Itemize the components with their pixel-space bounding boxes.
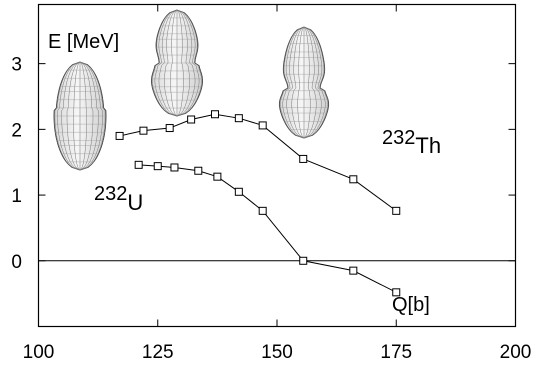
y-tick-label: 3: [11, 55, 22, 76]
data-point-232th: [234, 114, 243, 123]
series-label-232th-symbol: Th: [415, 133, 441, 158]
series-label-232th: 232Th: [382, 127, 441, 158]
data-point-232u: [299, 256, 308, 265]
data-point-232th: [258, 121, 267, 130]
data-point-232u: [194, 166, 203, 175]
series-label-232u: 232U: [94, 183, 143, 215]
data-point-232u: [258, 206, 267, 215]
x-tick-label: 200: [500, 342, 532, 363]
series-line-232th: [119, 113, 397, 212]
x-tick-label: 100: [23, 342, 55, 363]
y-tick-label: 1: [11, 186, 22, 207]
data-point-232th: [392, 206, 401, 215]
data-point-232u: [170, 163, 179, 172]
nucleus-shape-3: [278, 26, 330, 139]
data-point-232u: [234, 187, 243, 196]
data-point-232th: [299, 154, 308, 163]
data-point-232th: [210, 110, 219, 119]
y-tick-label: 2: [11, 120, 22, 141]
series-label-232u-mass: 232: [94, 183, 127, 205]
y-axis-label: E [MeV]: [48, 31, 119, 53]
data-point-232u: [134, 160, 143, 169]
data-point-232th: [139, 126, 148, 135]
series-label-232th-mass: 232: [382, 127, 415, 149]
x-tick-label: 125: [142, 342, 174, 363]
data-point-232u: [349, 266, 358, 275]
data-point-232th: [165, 124, 174, 133]
series-label-232u-symbol: U: [127, 190, 143, 215]
data-point-232th: [115, 131, 124, 140]
data-point-232u: [392, 288, 401, 297]
data-point-232u: [153, 162, 162, 171]
data-point-232u: [213, 172, 222, 181]
series-line-232u: [138, 164, 397, 293]
y-tick-label: 0: [11, 252, 22, 273]
x-tick-label: 150: [261, 342, 293, 363]
x-axis-label: Q[b]: [392, 294, 430, 316]
nucleus-shape-2: [151, 9, 203, 117]
x-tick-label: 175: [380, 342, 412, 363]
data-point-232th: [187, 115, 196, 124]
data-point-232th: [349, 175, 358, 184]
nucleus-shape-1: [53, 61, 107, 171]
